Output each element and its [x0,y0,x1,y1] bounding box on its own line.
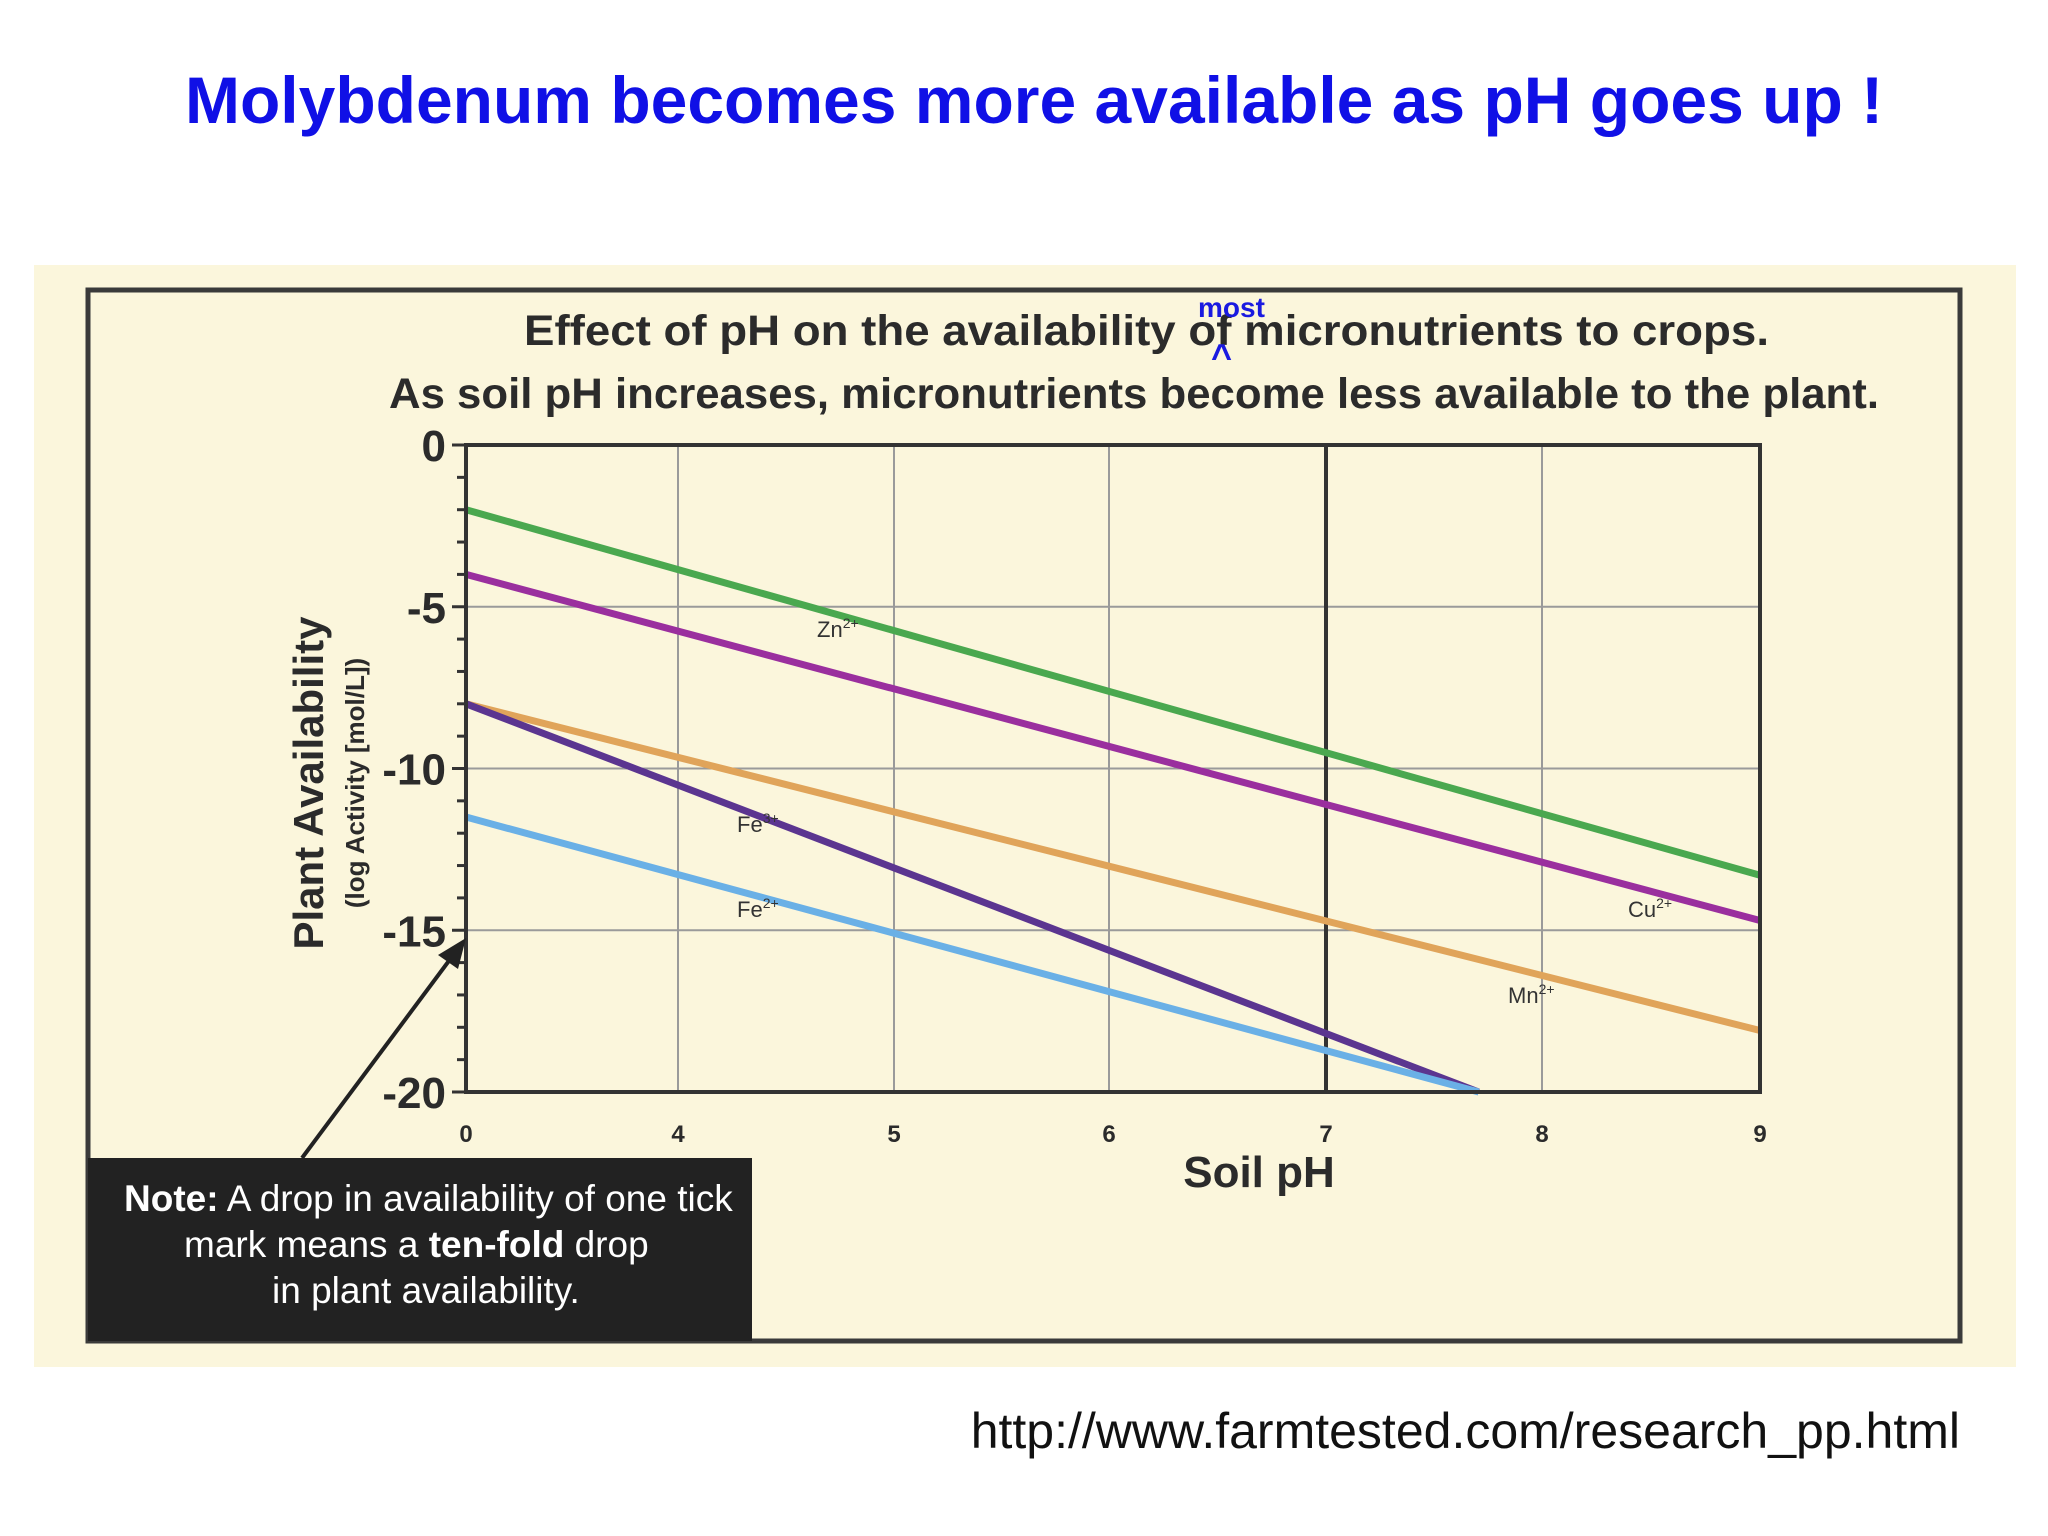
series-label-Mn2plus: Mn2+ [1508,981,1555,1008]
note-line-2-pre: mark means a [184,1224,429,1265]
series-label-Cu2plus: Cu2+ [1628,895,1672,922]
x-tick-label: 0 [459,1121,472,1148]
insertion-caret: ^ [1211,336,1232,377]
series-label-Fe3plus: Fe3+ [737,810,779,837]
chart-subtitle: As soil pH increases, micronutrients bec… [389,370,1879,418]
note-line-2-post: drop [564,1224,648,1265]
note-line-3: in plant availability. [272,1270,580,1311]
note-line-2-bold: ten-fold [429,1224,565,1265]
x-tick-label: 7 [1319,1121,1332,1148]
y-tick-label: -5 [407,584,446,633]
series-line-Cu2plus [465,571,1761,924]
series-label-Fe2plus: Fe2+ [737,895,779,922]
y-tick-label: -20 [382,1069,446,1118]
x-tick-label: 8 [1535,1121,1548,1148]
slide-title: Molybdenum becomes more available as pH … [185,63,1884,137]
chart-title: Effect of pH on the availability of micr… [524,307,1769,355]
insertion-word: most [1198,292,1265,323]
note-arrow [300,938,466,1160]
series-label-Zn2plus: Zn2+ [817,615,859,642]
x-axis-title: Soil pH [1183,1148,1335,1197]
note-bold-label: Note: [124,1178,219,1219]
grid-layer [466,445,1760,1092]
y-axis-title: Plant Availability [285,616,332,950]
x-tick-label: 6 [1102,1121,1115,1148]
note-line-1: Note: A drop in availability of one tick [124,1178,733,1219]
note-box [88,1158,752,1341]
note-line-1-text: A drop in availability of one tick [219,1178,734,1219]
series-line-Fe3plus [464,700,1480,1096]
chart-frame [85,287,1963,1344]
series-line-Zn2plus [465,506,1761,879]
label-layer: Zn2+ Cu2+ Mn2+ Fe3+ Fe2+ [737,615,1672,1008]
note-line-2: mark means a ten-fold drop [184,1224,649,1265]
x-tick-label: 9 [1753,1121,1766,1148]
arrow-head [438,938,466,969]
x-tick-label: 5 [887,1121,900,1148]
series-layer [464,506,1761,1096]
series-line-Mn2plus [465,700,1761,1034]
chart-svg: Effect of pH on the availability of micr… [85,287,1963,1344]
series-line-Fe2plus [465,813,1480,1096]
chart-panel: Effect of pH on the availability of micr… [34,265,2016,1367]
y-axis-units: (log Activity [mol/L]) [340,658,370,908]
source-url[interactable]: http://www.farmtested.com/research_pp.ht… [970,1403,1960,1459]
y-tick-label: -10 [382,746,446,795]
x-tick-label: 4 [671,1121,685,1148]
y-tick-label: 0 [422,422,446,471]
y-tick-label: -15 [382,907,446,956]
arrow-shaft [300,948,459,1160]
axis-layer: 0 -5 -10 -15 -20 0 4 5 6 7 8 9 [382,422,1766,1148]
